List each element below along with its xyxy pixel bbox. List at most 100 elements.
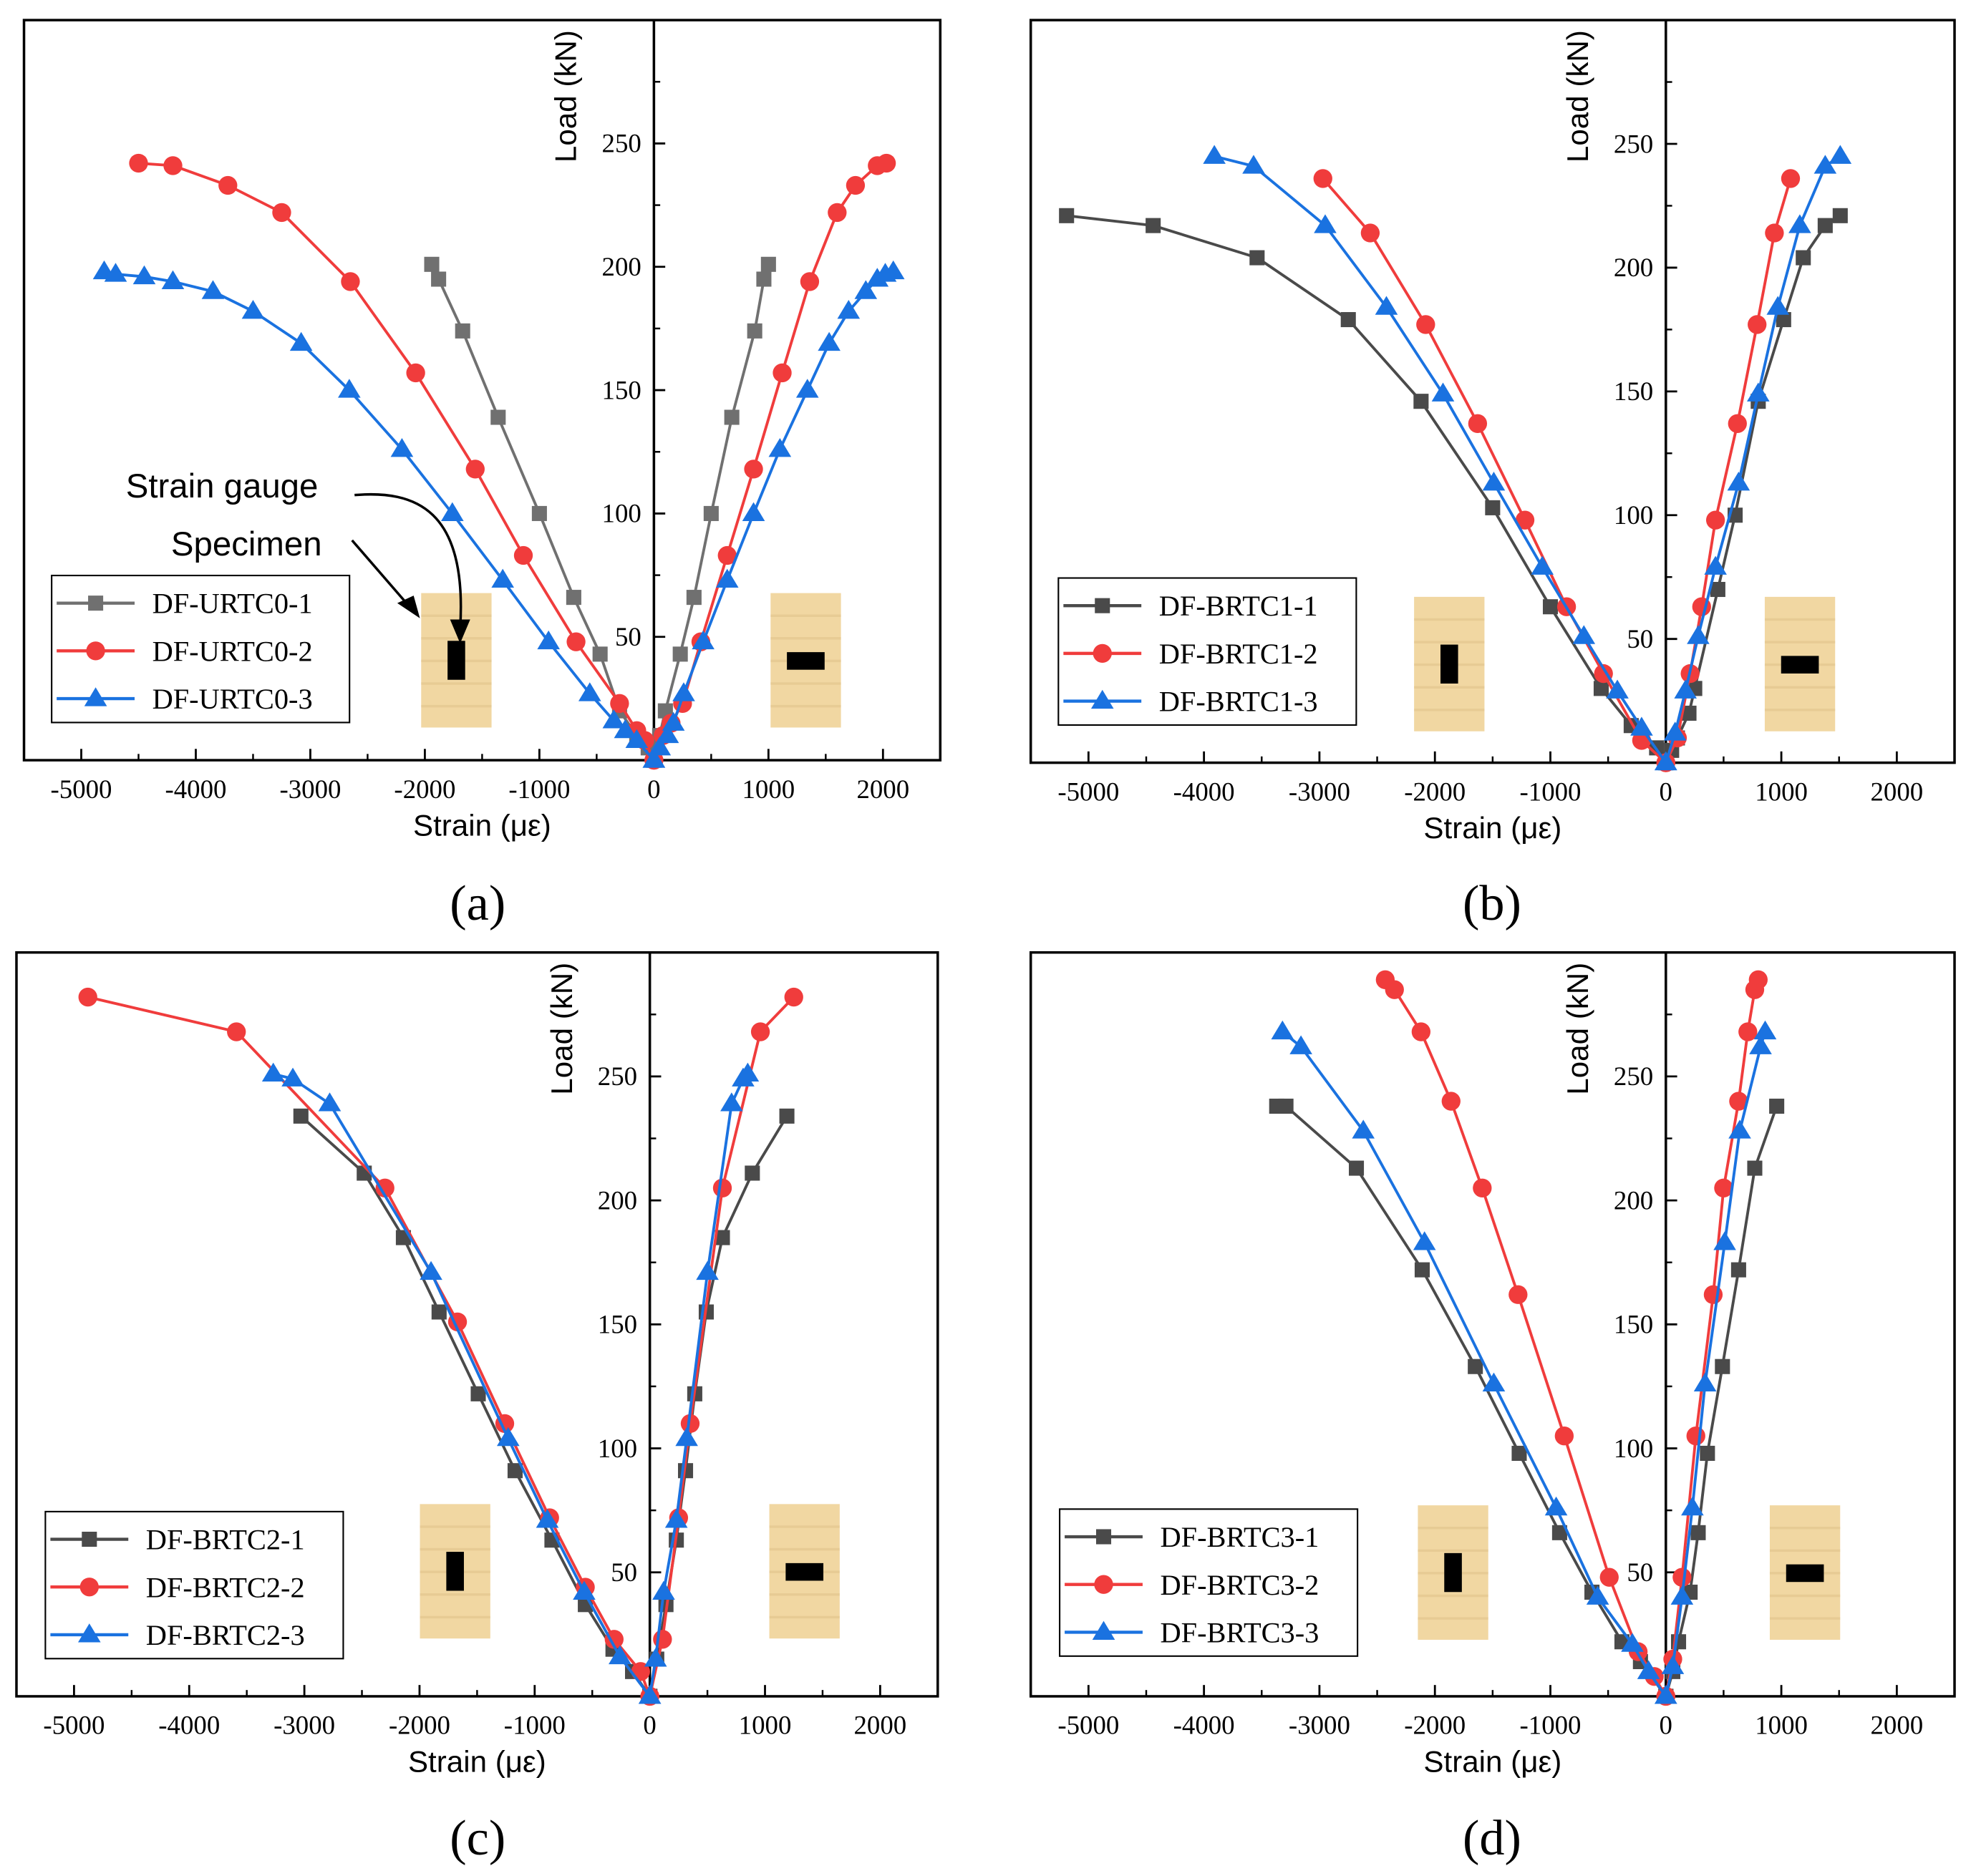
circle-marker [800, 272, 820, 291]
panel-label: (b) [1463, 875, 1521, 931]
circle-marker [717, 545, 737, 565]
triangle-marker [1482, 1372, 1506, 1391]
circle-marker [1714, 1178, 1733, 1197]
circle-marker [1729, 1092, 1748, 1111]
strain-gauge-label: Strain gauge [126, 467, 319, 505]
panel-label: (d) [1463, 1810, 1521, 1866]
x-tick-label: -5000 [43, 1711, 105, 1740]
x-tick-label: 2000 [856, 774, 909, 804]
triangle-marker [261, 1062, 285, 1082]
triangle-marker [318, 1092, 342, 1112]
triangle-marker [1637, 1660, 1660, 1679]
square-marker [1485, 500, 1501, 515]
square-marker [1249, 250, 1265, 266]
triangle-marker [837, 299, 861, 319]
circle-marker [1599, 1568, 1619, 1587]
square-marker [1511, 1445, 1527, 1461]
square-marker [1593, 681, 1609, 696]
x-tick-label: -1000 [1519, 1711, 1581, 1740]
y-tick-label: 200 [602, 252, 641, 281]
chart-panel-b: -5000 -4000 -3000 -2000 -1000 0 1000 2000 50 100 1… [1029, 19, 1956, 931]
square-marker [756, 271, 772, 287]
square-marker [455, 323, 470, 339]
triangle-marker [644, 1648, 667, 1667]
square-marker [1349, 1160, 1365, 1176]
legend-box [51, 574, 351, 724]
x-tick-label: -4000 [1173, 777, 1235, 806]
triangle-marker [1753, 1020, 1777, 1040]
specimen-vertical-gauge [420, 1504, 490, 1639]
series-line-negative [1282, 1030, 1667, 1698]
circle-marker [784, 987, 803, 1007]
triangle-marker [1375, 296, 1398, 315]
y-tick-label: 150 [1614, 376, 1653, 406]
y-axis-label: Load (kN) [1561, 963, 1594, 1095]
triangle-marker [1352, 1119, 1375, 1139]
triangle-marker [1431, 382, 1455, 402]
strain-gauge-mark [446, 1552, 464, 1591]
circle-marker [1094, 1575, 1113, 1594]
legend-label: DF-BRTC3-2 [1161, 1569, 1319, 1601]
triangle-marker [338, 379, 361, 398]
strain-gauge-mark [1781, 656, 1819, 674]
x-tick-label: 1000 [1755, 1711, 1808, 1740]
triangle-marker [1314, 214, 1337, 233]
square-marker [1730, 1262, 1746, 1278]
triangle-marker [720, 1092, 743, 1112]
y-tick-label: 100 [598, 1434, 637, 1463]
square-marker [1095, 598, 1110, 613]
triangle-marker [1728, 1119, 1751, 1139]
legend-label: DF-URTC0-3 [152, 683, 313, 715]
strain-gauge-mark [1786, 1564, 1824, 1583]
square-marker [1747, 1160, 1763, 1176]
x-tick-label: -2000 [389, 1711, 450, 1740]
legend-label: DF-BRTC1-3 [1159, 686, 1318, 718]
specimen-horizontal-gauge [769, 1504, 840, 1639]
square-marker [724, 409, 740, 425]
x-tick-label: 1000 [1755, 777, 1808, 806]
triangle-marker [420, 1260, 442, 1280]
circle-marker [610, 694, 629, 713]
triangle-marker [696, 1260, 719, 1280]
circle-marker [406, 363, 425, 383]
triangle-marker [795, 379, 819, 398]
triangle-marker [768, 438, 792, 457]
x-tick-label: -3000 [273, 1711, 335, 1740]
series-line-negative [1066, 214, 1667, 764]
square-marker [1414, 1262, 1430, 1278]
y-tick-label: 100 [602, 499, 641, 528]
square-marker [1146, 218, 1161, 233]
y-tick-label: 50 [611, 1557, 637, 1587]
triangle-marker [625, 729, 649, 749]
circle-marker [1360, 223, 1380, 243]
x-tick-label: -2000 [1404, 777, 1466, 806]
triangle-marker [1090, 689, 1114, 709]
triangle-marker [536, 1509, 559, 1528]
triangle-marker [578, 682, 601, 701]
x-axis-label: Strain (με) [1423, 811, 1561, 845]
arrow-head [397, 596, 420, 618]
x-axis-label: Strain (με) [413, 808, 551, 842]
circle-marker [1672, 1568, 1692, 1587]
triangle-marker [1544, 1496, 1568, 1516]
specimen-vertical-gauge [1418, 1505, 1488, 1640]
square-marker [470, 1386, 486, 1401]
triangle-marker [1747, 382, 1770, 402]
x-axis-label: Strain (με) [1423, 1744, 1561, 1778]
chart-panel-c: -5000 -4000 -3000 -2000 -1000 0 1000 2000 50 100 1… [15, 951, 939, 1866]
triangle-marker [1654, 1685, 1677, 1704]
square-marker [1542, 599, 1559, 615]
square-marker [293, 1108, 309, 1124]
triangle-marker [1788, 214, 1811, 233]
square-marker [424, 256, 440, 272]
y-tick-label: 50 [1627, 1557, 1653, 1587]
specimen-vertical-gauge [421, 593, 492, 728]
series-line-positive [652, 162, 887, 761]
legend-label: DF-BRTC1-1 [1159, 590, 1318, 622]
specimen-horizontal-gauge [1769, 1505, 1841, 1640]
triangle-marker [1813, 155, 1837, 174]
x-tick-label: -3000 [279, 774, 341, 804]
x-tick-label: 2000 [1871, 777, 1924, 806]
circle-marker [341, 272, 360, 291]
chart-panel-a: -5000 -4000 -3000 -2000 -1000 0 1000 2000 50 100 1… [22, 19, 942, 931]
